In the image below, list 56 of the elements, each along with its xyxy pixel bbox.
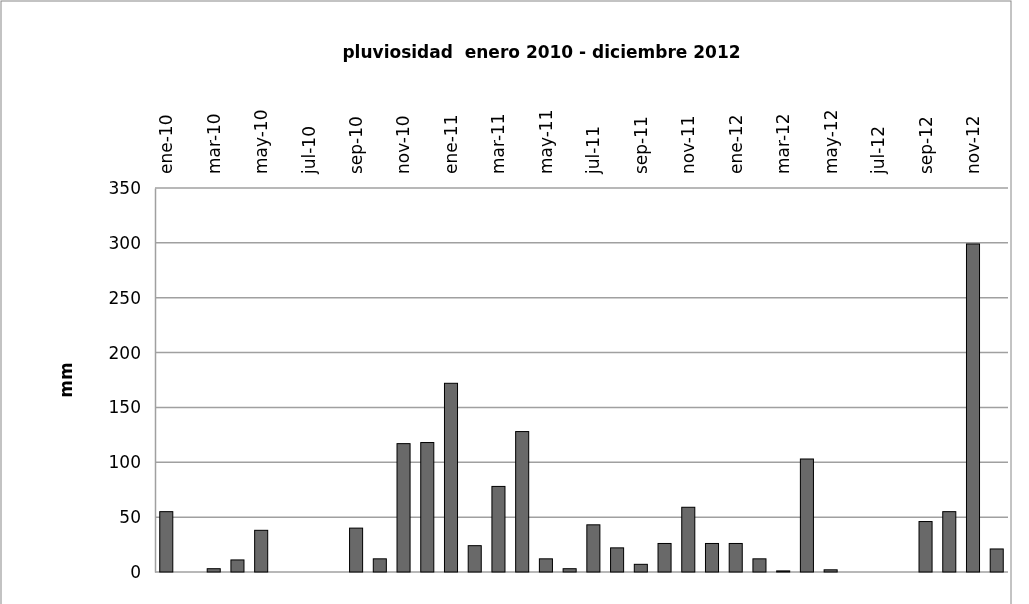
bar [443,382,459,573]
x-tick-label: ene-12 [725,114,746,174]
bar [372,558,387,573]
y-tick-label: 100 [108,452,141,473]
bar [823,569,838,573]
bar [515,431,530,573]
bar [610,547,625,573]
x-tick-label: may-11 [535,109,556,174]
bar [230,559,245,573]
bar [491,485,506,573]
bar [538,558,553,573]
bar [704,542,720,573]
bar [349,527,364,573]
y-axis-title: mm [56,362,76,398]
y-tick-label: 0 [130,561,141,582]
x-tick-label: jul-10 [298,126,319,175]
bar [657,542,672,573]
y-tick-label: 50 [119,507,141,528]
bar [965,243,981,573]
bar [633,563,648,573]
chart-title: pluviosidad enero 2010 - diciembre 2012 [342,42,741,62]
bar [206,568,221,573]
bar [159,511,174,573]
x-tick-label: jul-11 [583,126,604,175]
x-tick-label: ene-10 [156,114,177,174]
x-tick-label: sep-12 [915,116,936,174]
bar [681,506,696,573]
x-tick-label: mar-11 [488,113,509,174]
x-tick-label: mar-10 [203,113,224,174]
y-tick-label: 250 [108,287,141,308]
bar [752,558,767,573]
x-tick-label: sep-11 [630,116,651,174]
bar [420,442,435,573]
bar [562,568,577,573]
y-tick-label: 150 [108,397,141,418]
x-tick-label: may-10 [251,109,272,174]
y-tick-label: 200 [108,342,141,363]
x-tick-label: may-12 [820,109,841,174]
bar [799,458,814,573]
bar [942,511,957,573]
x-tick-label: jul-12 [868,126,889,175]
bar [396,443,411,573]
x-tick-label: ene-11 [440,114,461,174]
y-tick-label: 350 [108,177,141,198]
x-tick-label: sep-10 [346,116,367,174]
bar [728,542,743,573]
bar [586,524,601,573]
bar [989,548,1004,573]
x-tick-label: mar-12 [773,113,794,174]
x-tick-label: nov-10 [393,115,414,174]
bar [254,529,269,573]
x-tick-label: nov-11 [678,115,699,174]
bar [918,521,933,573]
x-tick-label: nov-12 [962,115,983,174]
bar [467,545,482,573]
y-tick-label: 300 [108,232,141,253]
